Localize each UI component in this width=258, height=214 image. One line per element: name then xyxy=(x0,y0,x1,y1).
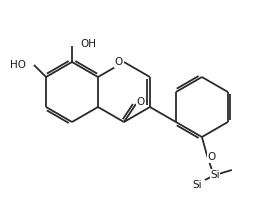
Text: OH: OH xyxy=(80,39,96,49)
Text: HO: HO xyxy=(10,60,26,70)
Text: O: O xyxy=(208,152,216,162)
Text: O: O xyxy=(115,57,123,67)
Text: Si: Si xyxy=(192,180,202,190)
Text: O: O xyxy=(137,97,145,107)
Text: Si: Si xyxy=(210,170,220,180)
